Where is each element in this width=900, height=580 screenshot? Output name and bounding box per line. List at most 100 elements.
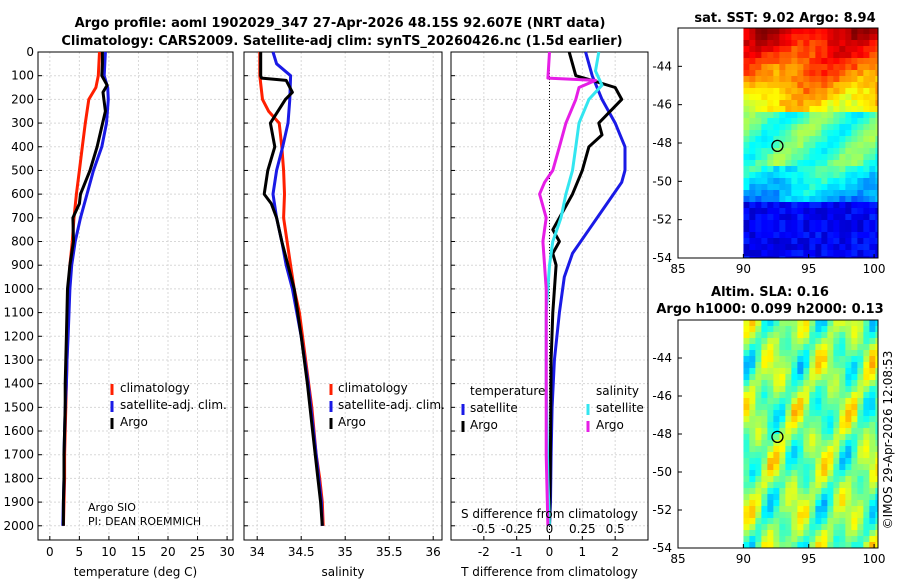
- map-cell: [767, 506, 774, 513]
- map-cell: [779, 518, 786, 525]
- map-cell: [785, 160, 792, 167]
- map-cell: [815, 184, 822, 191]
- map-cell: [833, 112, 840, 119]
- map-cell: [755, 40, 762, 47]
- map-cell: [773, 160, 780, 167]
- map-cell: [845, 488, 852, 495]
- map-cell: [833, 70, 840, 77]
- map-cell: [857, 332, 864, 339]
- map-cell: [755, 440, 762, 447]
- map-cell: [791, 40, 798, 47]
- map-cell: [809, 256, 816, 258]
- map-cell: [743, 404, 750, 411]
- map-cell: [833, 130, 840, 137]
- map-cell: [779, 202, 786, 209]
- map-cell: [749, 344, 756, 351]
- map-cell: [761, 178, 768, 185]
- map-cell: [779, 458, 786, 465]
- map-cell: [869, 166, 876, 173]
- map-cell: [809, 344, 816, 351]
- map-cell: [779, 88, 786, 95]
- map-cell: [767, 196, 774, 203]
- map-cell: [845, 250, 852, 257]
- map-cell: [833, 518, 840, 525]
- map-cell: [767, 232, 774, 239]
- map-cell: [761, 518, 768, 525]
- map-cell: [785, 82, 792, 89]
- map-cell: [833, 500, 840, 507]
- map-cell: [863, 464, 870, 471]
- map-cell: [833, 214, 840, 221]
- map-cell: [827, 530, 834, 537]
- map-cell: [851, 326, 858, 333]
- map-cell: [749, 536, 756, 543]
- map-cell: [773, 482, 780, 489]
- map-cell: [743, 40, 750, 47]
- map-cell: [767, 256, 774, 258]
- legend-label: climatology: [338, 381, 408, 395]
- map-cell: [797, 142, 804, 149]
- map-cell: [749, 482, 756, 489]
- map-cell: [845, 190, 852, 197]
- map-cell: [785, 70, 792, 77]
- map-cell: [869, 398, 876, 405]
- map-cell: [767, 160, 774, 167]
- map-cell: [815, 250, 822, 257]
- map-cell: [857, 386, 864, 393]
- map-cell: [815, 320, 822, 327]
- map-cell: [815, 488, 822, 495]
- x-tick-label: 2: [611, 545, 619, 559]
- map-cell: [785, 518, 792, 525]
- map-cell: [743, 416, 750, 423]
- map-cell: [767, 28, 774, 35]
- map-cell: [839, 398, 846, 405]
- map-cell: [857, 368, 864, 375]
- map-cell: [863, 190, 870, 197]
- map-cell: [863, 64, 870, 71]
- map-cell: [743, 124, 750, 131]
- map-cell: [791, 362, 798, 369]
- map-cell: [785, 512, 792, 519]
- map-cell: [749, 238, 756, 245]
- map-cell: [815, 464, 822, 471]
- map-cell: [743, 160, 750, 167]
- map-cell: [755, 530, 762, 537]
- map-cell: [857, 244, 864, 251]
- map-cell: [755, 100, 762, 107]
- map-cell: [749, 142, 756, 149]
- map-cell: [791, 52, 798, 59]
- map-cell: [791, 320, 798, 327]
- map-cell: [845, 464, 852, 471]
- map-cell: [773, 112, 780, 119]
- map-cell: [839, 446, 846, 453]
- map-cell: [797, 52, 804, 59]
- map-cell: [743, 244, 750, 251]
- map-cell: [749, 338, 756, 345]
- map-cell: [833, 320, 840, 327]
- map-cell: [869, 404, 876, 411]
- map-cell: [857, 94, 864, 101]
- imos-credit: ©IMOS 29-Apr-2026 12:08:53: [881, 351, 895, 530]
- map-cell: [791, 142, 798, 149]
- map-cell: [869, 244, 876, 251]
- map-cell: [785, 536, 792, 543]
- map-cell: [851, 446, 858, 453]
- map-cell: [857, 118, 864, 125]
- map-cell: [815, 166, 822, 173]
- map-cell: [791, 244, 798, 251]
- map-cell: [851, 392, 858, 399]
- map-cell: [755, 226, 762, 233]
- map-cell: [791, 350, 798, 357]
- map-cell: [815, 440, 822, 447]
- map-cell: [845, 184, 852, 191]
- map-cell: [869, 124, 876, 131]
- map-cell: [833, 184, 840, 191]
- map-cell: [755, 428, 762, 435]
- map-cell: [821, 464, 828, 471]
- map-cell: [785, 344, 792, 351]
- map-cell: [845, 208, 852, 215]
- sst-map-panel: 85 90 95 100-44-46-48-50-52-54: [652, 27, 886, 276]
- map-cell: [875, 94, 879, 101]
- map-cell: [839, 70, 846, 77]
- map-cell: [797, 338, 804, 345]
